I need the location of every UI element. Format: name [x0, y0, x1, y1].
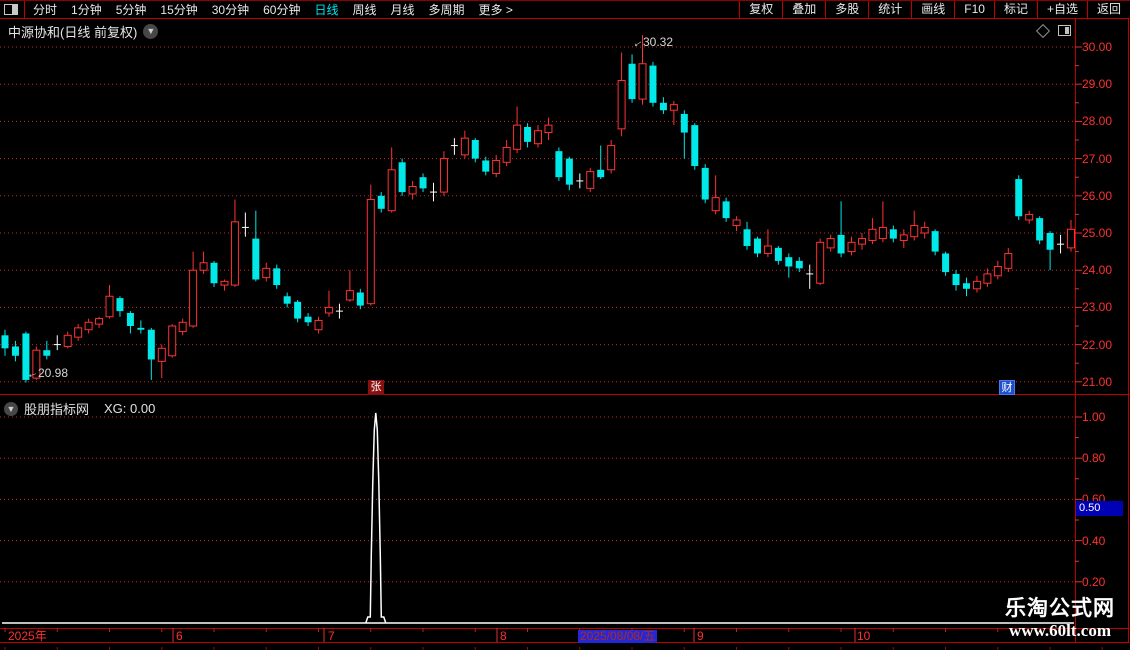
action-button-6[interactable]: 标记: [993, 1, 1037, 18]
period-tab-2[interactable]: 5分钟: [115, 3, 147, 17]
indicator-level-badge: 0.50: [1076, 501, 1123, 516]
frame-lines: [0, 19, 1130, 643]
chart-title: 中源协和(日线 前复权): [8, 25, 138, 40]
chart-corner-icons: [1035, 23, 1071, 38]
period-tab-6[interactable]: 日线: [314, 3, 339, 17]
axis-ticks: [4, 46, 1103, 650]
indicator-value: XG: 0.00: [104, 401, 156, 416]
layout-toggle-button[interactable]: [0, 1, 25, 18]
indicator-axis-label: 0.40: [1082, 533, 1106, 548]
period-tab-3[interactable]: 15分钟: [160, 3, 198, 17]
period-tab-8[interactable]: 月线: [390, 3, 415, 17]
action-button-3[interactable]: 统计: [868, 1, 911, 18]
price-axis-label: 24.00: [1082, 263, 1113, 278]
period-tab-4[interactable]: 30分钟: [211, 3, 250, 17]
indicator-name: 股朋指标网: [24, 402, 90, 417]
event-badge-cai[interactable]: 财: [999, 380, 1015, 395]
indicator-title-row: ▼ 股朋指标网 XG: 0.00: [4, 399, 155, 418]
event-badge-zhang[interactable]: 张: [368, 380, 384, 395]
watermark-url: www.60lt.com: [1009, 621, 1111, 640]
action-button-1[interactable]: 叠加: [782, 1, 825, 18]
action-button-7[interactable]: +自选: [1036, 1, 1087, 18]
action-button-8[interactable]: 返回: [1086, 1, 1130, 18]
action-button-2[interactable]: 多股: [825, 1, 868, 18]
date-axis-label: 6: [176, 629, 183, 643]
price-axis-label: 28.00: [1082, 114, 1113, 129]
diamond-icon[interactable]: [1035, 23, 1051, 38]
date-axis-highlighted-date: 2025/08/08/五: [578, 629, 658, 643]
candlestick-series: [1, 35, 1076, 383]
price-axis-label: 26.00: [1082, 188, 1113, 203]
period-tabs: 分时 1分钟 5分钟 15分钟 30分钟 60分钟 日线 周线 月线 多周期 更多 >: [33, 1, 513, 18]
period-toolbar: 分时 1分钟 5分钟 15分钟 30分钟 60分钟 日线 周线 月线 多周期 更多 > 复权 叠加 多股…: [0, 0, 1130, 19]
watermark-site-name: 乐淘公式网: [1005, 597, 1115, 620]
xg-spike-line: [2, 412, 1074, 624]
date-axis-label: 2025年: [8, 629, 47, 643]
date-axis-label: 7: [328, 629, 335, 643]
chevron-down-icon[interactable]: ▼: [4, 401, 18, 416]
date-axis-label: 9: [697, 629, 704, 643]
maximize-panel-icon[interactable]: [1058, 25, 1071, 36]
period-tab-10[interactable]: 更多 >: [478, 3, 513, 17]
date-axis-label: 10: [857, 629, 871, 643]
price-axis-label: 25.00: [1082, 226, 1113, 240]
price-axis-label: 22.00: [1082, 337, 1113, 352]
period-tab-1[interactable]: 1分钟: [71, 3, 102, 17]
split-window-icon: [4, 4, 18, 15]
action-button-5[interactable]: F10: [954, 1, 994, 18]
price-axis-label: 21.00: [1082, 374, 1113, 389]
indicator-gridlines: [0, 416, 1075, 583]
action-button-0[interactable]: 复权: [739, 1, 782, 18]
chevron-down-icon[interactable]: ▼: [143, 24, 159, 39]
period-tab-9[interactable]: 多周期: [428, 3, 465, 17]
price-axis-label: 27.00: [1082, 151, 1113, 166]
high-annotation: ←30.32: [628, 33, 674, 51]
price-axis-label: 30.00: [1082, 40, 1113, 54]
watermark: 乐淘公式网 www.60lt.com: [985, 597, 1130, 641]
price-axis-label: 29.00: [1082, 77, 1113, 92]
high-annotation-value: 30.32: [643, 35, 674, 49]
period-tab-7[interactable]: 周线: [352, 3, 377, 17]
action-button-4[interactable]: 画线: [911, 1, 954, 18]
low-annotation-value: 20.98: [38, 366, 69, 380]
indicator-axis-label: 0.80: [1082, 451, 1106, 466]
indicator-axis-label: 1.00: [1082, 410, 1106, 424]
period-tab-5[interactable]: 60分钟: [263, 3, 301, 17]
chart-title-row: 中源协和(日线 前复权) ▼: [8, 22, 159, 41]
main-gridlines: [0, 46, 1075, 383]
action-buttons: 复权 叠加 多股 统计 画线 F10 标记 +自选 返回: [739, 1, 1130, 18]
period-tab-0[interactable]: 分时: [33, 3, 58, 17]
indicator-axis-label: 0.20: [1082, 574, 1106, 589]
low-annotation: ←20.98: [24, 364, 69, 381]
date-axis-label: 8: [500, 629, 507, 643]
price-axis-label: 23.00: [1082, 300, 1113, 315]
